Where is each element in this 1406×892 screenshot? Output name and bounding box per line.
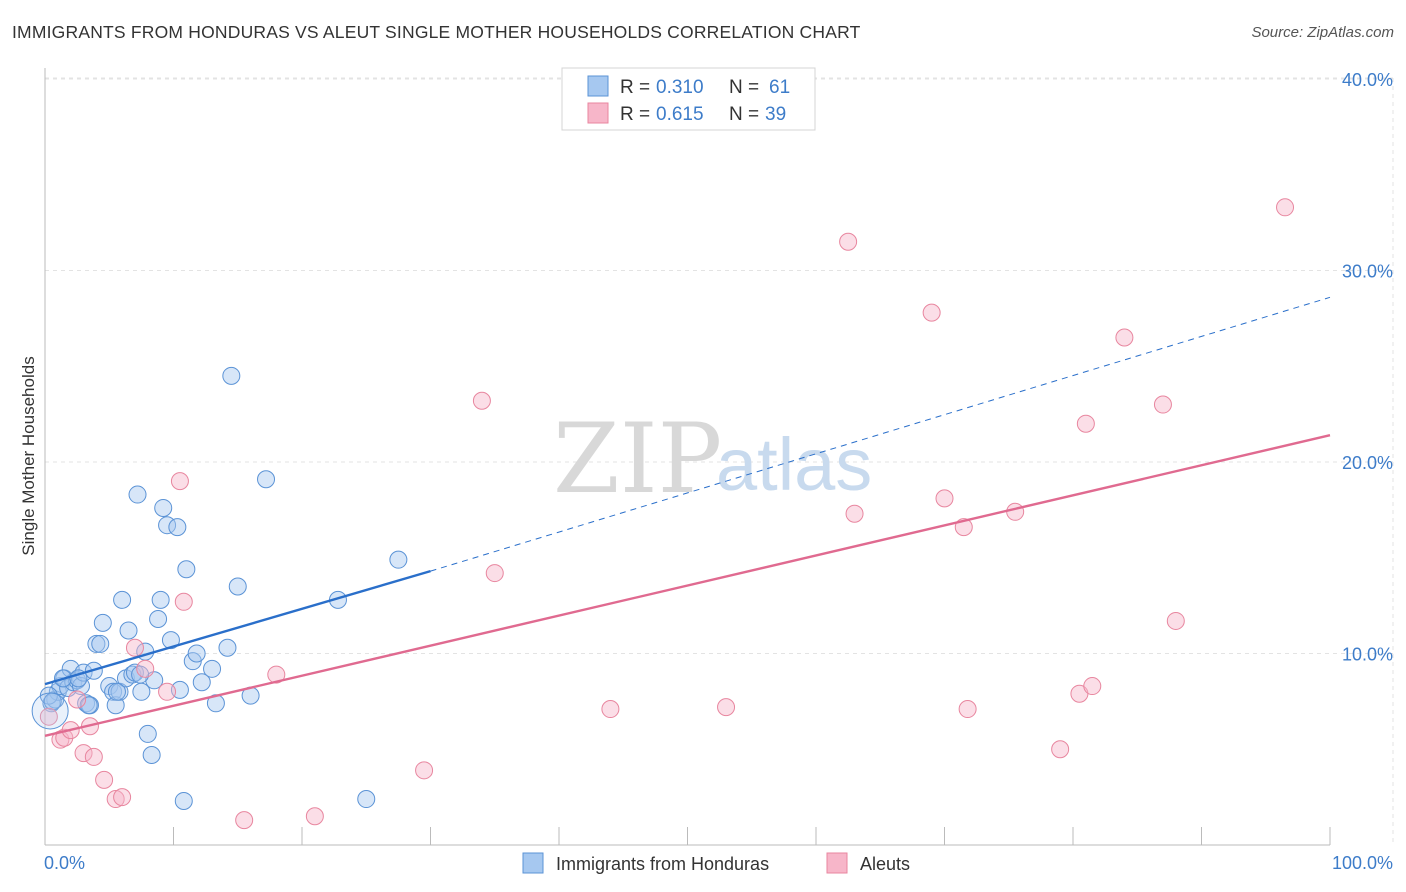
point-series1-34: [1083, 677, 1102, 696]
point-series0-32: [149, 610, 168, 629]
point-series1-10: [113, 788, 132, 807]
legend-box: R = 0.310 N = 61 R = 0.615 N = 39: [561, 67, 816, 131]
trend-line-series0: [44, 570, 431, 686]
point-series1-17: [267, 665, 286, 684]
point-series0-21: [113, 590, 132, 609]
bottom-legend-swatch-honduras: [522, 852, 544, 874]
point-series0-29: [138, 724, 157, 743]
point-series0-53: [389, 550, 408, 569]
point-series1-37: [1166, 611, 1185, 630]
watermark-zip: ZIP: [553, 403, 722, 515]
point-cluster-origin: [31, 692, 69, 730]
watermark-atlas: atlas: [716, 423, 872, 506]
point-series0-19: [106, 696, 125, 715]
legend-r-label-aleuts: R =: [620, 104, 650, 125]
bottom-legend-label-honduras: Immigrants from Honduras: [556, 854, 769, 874]
point-series0-60: [131, 665, 150, 684]
point-series0-44: [203, 659, 222, 678]
y-tick-labels: 10.0% 20.0% 30.0% 40.0%: [1342, 70, 1393, 665]
legend-n-value-honduras: 61: [769, 77, 790, 98]
point-series0-26: [128, 485, 147, 504]
trend-lines: [44, 296, 1331, 738]
point-series1-23: [717, 698, 736, 717]
point-series1-5: [74, 744, 93, 763]
bottom-legend: Immigrants from Honduras Aleuts: [522, 852, 910, 874]
point-series0-15: [91, 634, 110, 653]
bottom-legend-label-aleuts: Aleuts: [860, 854, 910, 874]
point-series1-4: [68, 690, 87, 709]
point-series1-7: [84, 747, 103, 766]
point-series0-42: [187, 644, 206, 663]
point-series0-58: [79, 696, 98, 715]
point-series1-22: [601, 700, 620, 719]
point-series1-26: [922, 303, 941, 322]
point-series0-59: [107, 682, 126, 701]
point-series0-37: [168, 518, 187, 537]
point-series1-11: [125, 638, 144, 657]
legend-r-value-aleuts: 0.615: [656, 104, 704, 125]
y-tick-label-2: 30.0%: [1342, 262, 1393, 282]
point-series0-16: [93, 613, 112, 632]
chart-title: IMMIGRANTS FROM HONDURAS VS ALEUT SINGLE…: [12, 22, 861, 42]
y-tick-label-0: 10.0%: [1342, 645, 1393, 665]
point-series0-40: [177, 560, 196, 579]
axes: [44, 68, 1331, 846]
point-series0-30: [142, 745, 161, 764]
legend-n-label-aleuts: N =: [729, 104, 759, 125]
point-series0-48: [228, 577, 247, 596]
point-series1-12: [136, 659, 155, 678]
x-tick-label-max: 100.0%: [1332, 853, 1393, 873]
point-series1-21: [485, 564, 504, 583]
point-series1-15: [174, 592, 193, 611]
point-series1-18: [305, 807, 324, 826]
bottom-legend-swatch-aleuts: [826, 852, 848, 874]
point-series1-19: [415, 761, 434, 780]
point-series0-14: [87, 634, 106, 653]
point-series1-27: [935, 489, 954, 508]
point-series1-31: [1051, 740, 1070, 759]
point-series0-33: [151, 590, 170, 609]
point-series1-16: [235, 811, 254, 830]
point-series0-52: [357, 790, 376, 809]
point-series1-33: [1076, 414, 1095, 433]
point-series0-36: [161, 631, 180, 650]
point-series1-25: [845, 504, 864, 523]
legend-n-value-aleuts: 39: [765, 104, 786, 125]
y-axis-title: Single Mother Households: [19, 356, 38, 555]
point-series1-38: [1276, 198, 1295, 217]
point-series0-18: [104, 682, 123, 701]
point-series0-47: [222, 366, 241, 385]
point-series1-24: [839, 232, 858, 251]
x-tick-label-min: 0.0%: [44, 853, 85, 873]
legend-r-label-honduras: R =: [620, 77, 650, 98]
point-series1-13: [158, 682, 177, 701]
source-label: Source: ZipAtlas.com: [1251, 24, 1394, 41]
point-series0-39: [174, 791, 193, 810]
point-series0-23: [119, 621, 138, 640]
point-series0-50: [257, 470, 276, 489]
point-series0-34: [154, 498, 173, 517]
point-series0-46: [218, 638, 237, 657]
trend-extension-series0: [430, 296, 1331, 572]
legend-swatch-honduras: [587, 75, 609, 97]
trend-line-series1: [44, 434, 1331, 738]
point-series1-36: [1153, 395, 1172, 414]
point-series1-20: [472, 391, 491, 410]
legend-n-label-honduras: N =: [729, 77, 759, 98]
point-series1-0: [39, 707, 58, 726]
point-series0-43: [192, 673, 211, 692]
y-tick-label-1: 20.0%: [1342, 453, 1393, 473]
point-series1-9: [106, 790, 125, 809]
point-series1-8: [95, 770, 114, 789]
legend-swatch-aleuts: [587, 102, 609, 124]
y-tick-label-3: 40.0%: [1342, 70, 1393, 90]
point-series1-29: [958, 700, 977, 719]
point-series1-30: [1006, 502, 1025, 521]
legend-r-value-honduras: 0.310: [656, 77, 704, 98]
point-series1-14: [170, 472, 189, 491]
point-series1-35: [1115, 328, 1134, 347]
data-points: [31, 198, 1295, 830]
